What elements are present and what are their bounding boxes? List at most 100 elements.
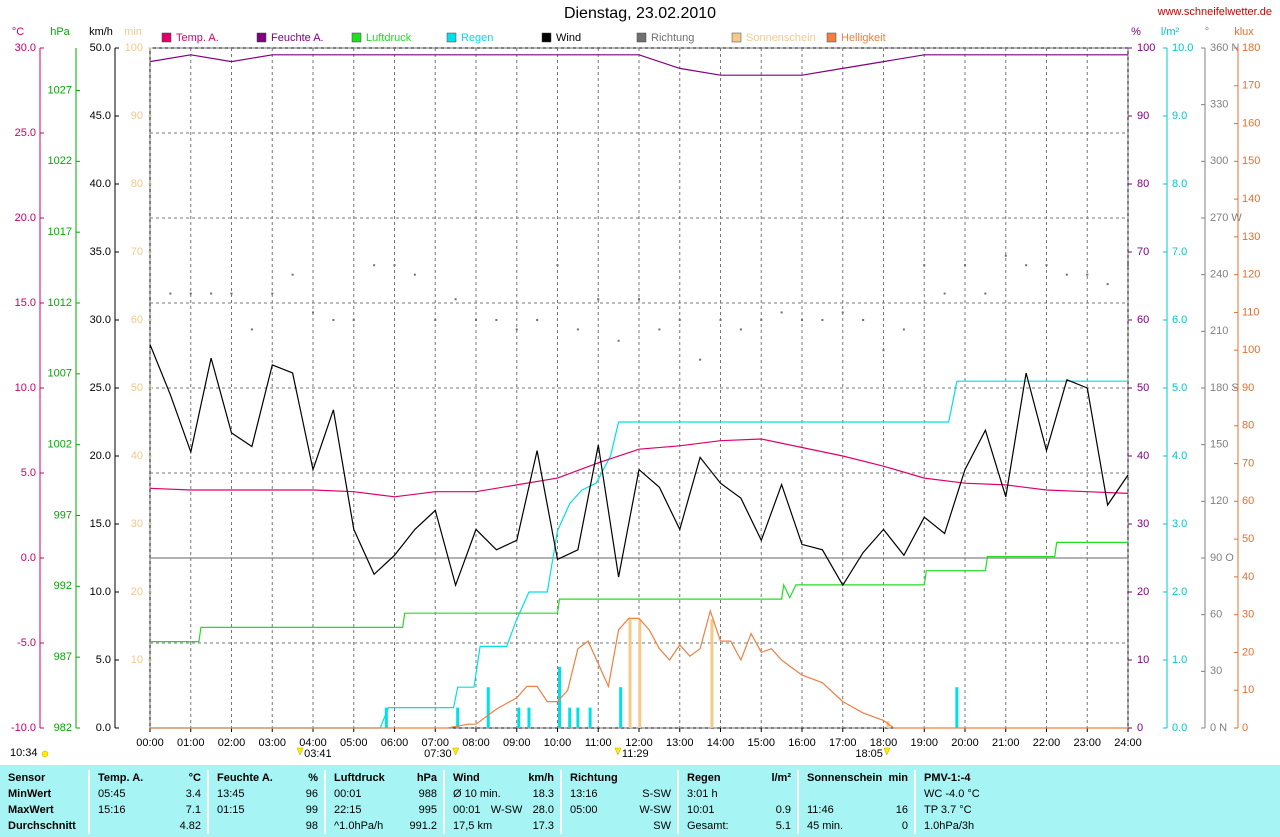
x-tick-label: 10:00: [544, 737, 572, 749]
y-tick-label: 4.0: [1172, 450, 1187, 462]
table-cell: 13:16 S-SW: [560, 786, 677, 802]
table-cell: Ø 10 min. 18.3: [443, 786, 560, 802]
x-tick-label: 17:00: [829, 737, 857, 749]
x-tick-label: 06:00: [381, 737, 409, 749]
direction-dot: [1127, 264, 1129, 267]
x-tick-label: 23:00: [1073, 737, 1101, 749]
y-tick-label: 120: [1210, 495, 1228, 507]
cell-text: 17,5 km: [453, 820, 493, 832]
x-tick-label: 15:00: [747, 737, 775, 749]
y-tick-label: 50: [131, 382, 143, 394]
y-tick-label: 9.0: [1172, 110, 1187, 122]
y-tick-label: 35.0: [90, 246, 111, 258]
table-cell: Sensor: [0, 770, 88, 786]
legend-label: Sonnenschein: [746, 32, 816, 44]
axis-unit: min: [124, 26, 142, 38]
direction-dot: [413, 273, 416, 276]
y-tick-label: 70: [1137, 246, 1149, 258]
cell-text: 01:15: [217, 804, 245, 816]
cell-text: 16: [895, 804, 908, 816]
chart-title: Dienstag, 23.02.2010: [564, 5, 716, 22]
direction-dot: [515, 328, 518, 331]
y-tick-label: 90: [1242, 382, 1254, 394]
y-tick-label: 90 O: [1210, 552, 1234, 564]
direction-dot: [801, 319, 803, 321]
y-tick-label: 140: [1242, 193, 1260, 205]
y-tick-label: 30.0: [90, 314, 111, 326]
direction-dot: [475, 319, 477, 321]
cell-text: W-SW: [490, 804, 523, 816]
y-tick-label: 5.0: [21, 467, 36, 479]
axis-unit: °C: [12, 26, 24, 38]
direction-dot: [882, 349, 885, 352]
table-cell: 15:16 7.1: [88, 802, 207, 818]
cell-text: min: [888, 772, 908, 784]
table-cell: Sonnenschein min: [797, 770, 914, 786]
y-tick-label: 300: [1210, 155, 1228, 167]
annotation-marker: [452, 747, 460, 756]
cell-text: 15:16: [98, 804, 126, 816]
legend-swatch: [256, 32, 267, 43]
summary-table: Sensor Temp. A. °C Feuchte A.% Luftdruck hPa W…: [0, 765, 1280, 837]
y-tick-label: 5.0: [1172, 382, 1187, 394]
series-line: [150, 608, 1128, 729]
table-cell: 1.0hPa/3h: [914, 818, 1030, 834]
table-cell: WC -4.0 °C: [914, 786, 1030, 802]
table-row: MaxWert 15:16 7.1 01:15 99 22:15 995 00:01 W-SW 2…: [0, 802, 1030, 818]
x-tick-label: 05:00: [340, 737, 368, 749]
axis-unit: %: [1131, 26, 1141, 38]
direction-dot: [943, 292, 946, 295]
cell-text: 05:45: [98, 788, 126, 800]
table-row: Durchschnitt 4.82 98 ^1.0hPa/h 991.2 17,5 km 1…: [0, 818, 1030, 834]
cell-text: 991.2: [409, 820, 437, 832]
y-tick-label: 10: [131, 654, 143, 666]
row-label: MaxWert: [0, 802, 88, 818]
annotation-label: 03:41: [304, 748, 332, 760]
x-tick-label: 14:00: [707, 737, 735, 749]
y-tick-label: 60: [131, 314, 143, 326]
x-tick-label: 20:00: [951, 737, 979, 749]
cell-text: 995: [418, 804, 437, 816]
x-tick-label: 02:00: [218, 737, 246, 749]
y-tick-label: 40: [1137, 450, 1149, 462]
table-cell: 45 min. 0: [797, 818, 914, 834]
x-tick-label: 12:00: [625, 737, 653, 749]
y-tick-label: 3.0: [1172, 518, 1187, 530]
table-cell: 4.82: [88, 818, 207, 834]
legend-label: Wind: [556, 32, 581, 44]
direction-dot: [373, 264, 376, 267]
y-tick-label: 25.0: [90, 382, 111, 394]
cell-text: MinWert: [8, 788, 52, 800]
y-tick-label: 20: [1242, 646, 1254, 658]
rain-bar: [619, 687, 623, 728]
cell-text: 00:01: [453, 804, 481, 816]
direction-dot: [739, 328, 742, 331]
y-tick-label: 0 N: [1210, 722, 1227, 734]
y-tick-label: 20.0: [90, 450, 111, 462]
y-tick-label: 150: [1242, 155, 1260, 167]
cell-text: Sonnenschein: [807, 772, 883, 784]
table-cell: ^1.0hPa/h 991.2: [324, 818, 443, 834]
legend-label: Richtung: [651, 32, 694, 44]
direction-dot: [678, 319, 681, 321]
table-cell: Regen l/m²: [677, 770, 797, 786]
legend-swatch: [446, 32, 457, 43]
cell-text: Sensor: [8, 772, 46, 784]
y-tick-label: 100: [125, 42, 143, 54]
y-tick-label: 270 W: [1210, 212, 1242, 224]
y-tick-label: 15.0: [90, 518, 111, 530]
cell-text: 7.1: [185, 804, 201, 816]
x-tick-label: 22:00: [1033, 737, 1061, 749]
y-tick-label: 120: [1242, 269, 1260, 281]
cell-text: 98: [305, 820, 318, 832]
cell-text: km/h: [528, 772, 554, 784]
table-cell: 98: [207, 818, 324, 834]
cell-text: 00:01: [334, 788, 362, 800]
y-tick-label: 50: [1137, 382, 1149, 394]
direction-dot: [658, 328, 661, 331]
direction-dot: [454, 298, 457, 301]
y-tick-label: 150: [1210, 439, 1228, 451]
table-header: Sensor Temp. A. °C Feuchte A.% Luftdruck hPa W…: [0, 770, 1030, 786]
series-line: [149, 438, 1129, 498]
direction-dot: [699, 358, 702, 361]
